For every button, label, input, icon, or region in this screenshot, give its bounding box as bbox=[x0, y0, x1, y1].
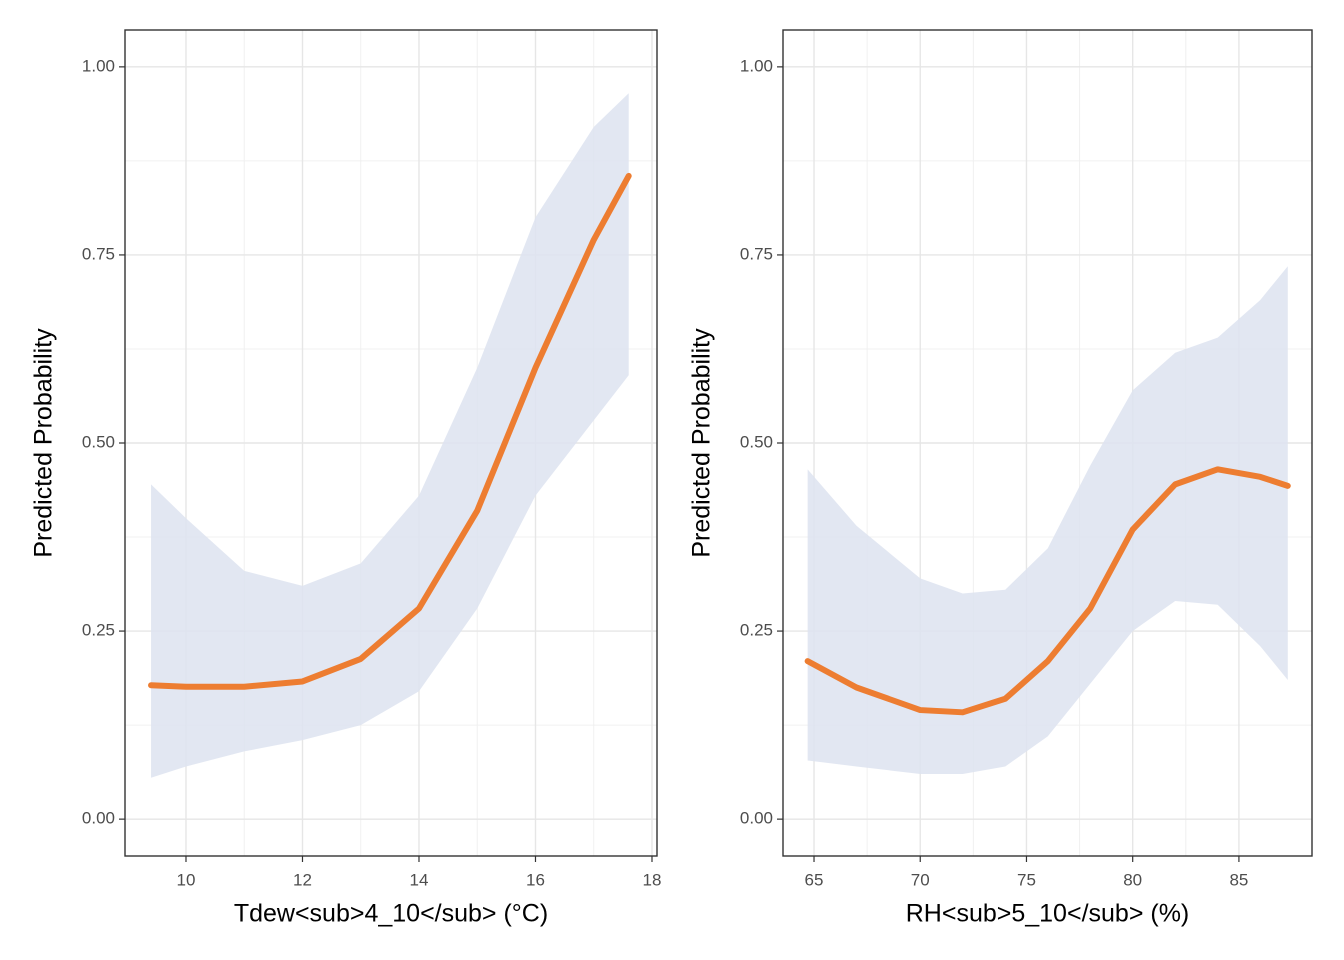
x-axis-title: RH<sub>5_10</sub> (%) bbox=[906, 900, 1190, 928]
x-tick-label: 80 bbox=[1123, 870, 1142, 889]
confidence-band bbox=[151, 93, 629, 778]
x-tick-label: 75 bbox=[1017, 870, 1036, 889]
y-tick-label: 1.00 bbox=[82, 56, 115, 75]
y-tick-label: 0.25 bbox=[82, 621, 115, 640]
fit-line bbox=[804, 466, 1291, 716]
confidence-band bbox=[807, 266, 1288, 775]
panel-frame bbox=[782, 29, 1313, 857]
y-tick-label: 0.75 bbox=[82, 244, 115, 263]
y-tick-label: 0.50 bbox=[740, 432, 773, 451]
x-tick-label: 18 bbox=[643, 870, 662, 889]
x-axis-title: Tdew<sub>4_10</sub> (°C) bbox=[234, 900, 548, 928]
x-tick-label: 10 bbox=[177, 870, 196, 889]
y-axis-title: Predicted Probability bbox=[688, 328, 716, 558]
y-axis-title: Predicted Probability bbox=[30, 328, 58, 558]
y-tick-label: 0.75 bbox=[740, 244, 773, 263]
y-tick-label: 1.00 bbox=[740, 56, 773, 75]
panel: 65 70 75 80 85 0.00 0.25 0.50 0.75 1.00 RH<sub>5_1… bbox=[688, 29, 1313, 928]
x-tick-label: 85 bbox=[1229, 870, 1248, 889]
panel: 10 12 14 16 18 0.00 0.25 0.50 0.75 1.00 Tdew<sub>4… bbox=[30, 29, 662, 928]
panel-frame bbox=[124, 29, 658, 857]
x-tick-label: 12 bbox=[293, 870, 312, 889]
x-tick-label: 65 bbox=[805, 870, 824, 889]
y-tick-label: 0.00 bbox=[82, 809, 115, 828]
fit-line bbox=[148, 172, 632, 690]
y-tick-label: 0.00 bbox=[740, 809, 773, 828]
y-tick-label: 0.25 bbox=[740, 621, 773, 640]
x-tick-label: 14 bbox=[410, 870, 429, 889]
x-tick-label: 70 bbox=[911, 870, 930, 889]
x-tick-label: 16 bbox=[526, 870, 545, 889]
y-tick-label: 0.50 bbox=[82, 432, 115, 451]
